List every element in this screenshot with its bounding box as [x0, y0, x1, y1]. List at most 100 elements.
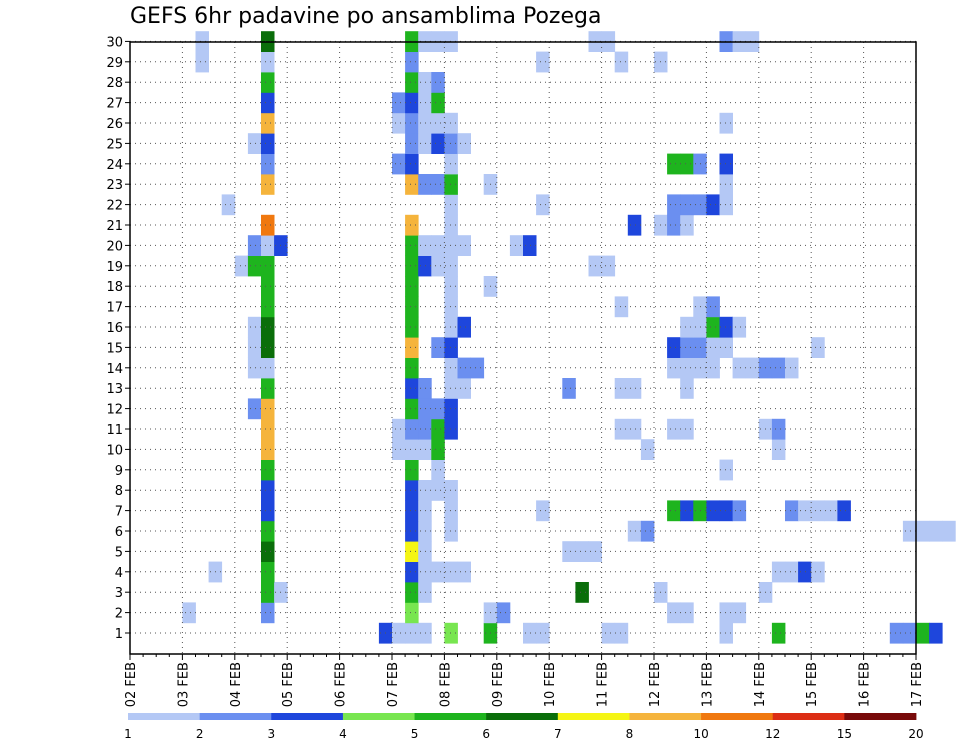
heatmap-cells — [182, 31, 956, 644]
colorbar-label: 6 — [482, 727, 490, 741]
heatmap-cell — [457, 316, 471, 338]
heatmap-cell — [680, 357, 694, 379]
y-tick-label: 11 — [106, 423, 123, 438]
heatmap-cell — [261, 500, 275, 522]
colorbar-swatch — [128, 713, 201, 720]
heatmap-cell — [247, 316, 262, 338]
colorbar-swatch — [271, 713, 344, 720]
heatmap-cell — [614, 296, 629, 318]
heatmap-cell — [562, 541, 576, 562]
heatmap-cell — [418, 112, 432, 134]
heatmap-cell — [601, 622, 616, 644]
heatmap-cell — [392, 622, 406, 644]
heatmap-cell — [562, 378, 576, 399]
heatmap-cell — [418, 500, 432, 522]
y-tick-label: 22 — [106, 199, 123, 214]
heatmap-cell — [457, 235, 471, 256]
heatmap-cell — [431, 174, 445, 195]
heatmap-cell — [667, 602, 681, 624]
heatmap-cell — [418, 480, 432, 501]
heatmap-cell — [405, 561, 419, 583]
heatmap-cell — [261, 51, 275, 73]
heatmap-cell — [627, 418, 642, 440]
heatmap-cell — [680, 214, 694, 236]
colorbar-label: 12 — [765, 727, 780, 741]
heatmap-cell — [247, 337, 262, 358]
heatmap-cell — [889, 622, 904, 644]
heatmap-cell — [575, 541, 589, 562]
heatmap-cell — [614, 622, 629, 644]
colorbar-label: 4 — [339, 727, 347, 741]
heatmap-cell — [444, 622, 458, 644]
heatmap-cell — [431, 480, 445, 501]
heatmap-cell — [706, 194, 720, 216]
x-axis: 02 FEB 03 FEB 04 FEB 05 FEB 06 FEB 07 FEB 08 F… — [124, 654, 925, 707]
colorbar-swatch — [199, 713, 272, 720]
heatmap-cell — [444, 255, 458, 277]
colorbar-swatch — [557, 713, 630, 720]
heatmap-cell — [706, 357, 720, 379]
heatmap-cell — [523, 235, 537, 256]
y-tick-label: 2 — [115, 607, 123, 622]
heatmap-cell — [444, 316, 458, 338]
heatmap-cell — [247, 255, 262, 277]
heatmap-cell — [771, 439, 786, 460]
y-tick-label: 24 — [106, 158, 123, 173]
x-tick-label: 16 FEB — [858, 662, 873, 707]
heatmap-cell — [392, 439, 406, 460]
heatmap-cell — [509, 235, 524, 256]
heatmap-cell — [575, 582, 589, 603]
heatmap-cell — [405, 541, 419, 562]
heatmap-cell — [431, 418, 445, 440]
x-tick-label: 08 FEB — [438, 662, 453, 707]
heatmap-cell — [261, 602, 275, 624]
heatmap-cell — [405, 153, 419, 175]
heatmap-cell — [627, 520, 642, 542]
heatmap-cell — [444, 153, 458, 175]
heatmap-cell — [221, 194, 236, 216]
heatmap-cell — [444, 561, 458, 583]
heatmap-cell — [405, 92, 419, 114]
heatmap-cell — [640, 439, 655, 460]
heatmap-cell — [798, 561, 812, 583]
heatmap-cell — [627, 378, 642, 399]
colorbar-swatch — [342, 713, 415, 720]
colorbar: 1 2 3 4 5 6 7 8 10 12 15 20 — [124, 713, 924, 741]
heatmap-cell — [771, 357, 786, 379]
y-tick-label: 28 — [106, 76, 123, 91]
colorbar-label: 1 — [124, 727, 132, 741]
y-tick-label: 15 — [106, 341, 123, 356]
heatmap-cell — [405, 357, 419, 379]
heatmap-cell — [444, 480, 458, 501]
heatmap-cell — [261, 174, 275, 195]
heatmap-cell — [680, 378, 694, 399]
heatmap-cell — [431, 72, 445, 93]
heatmap-cell — [444, 378, 458, 399]
heatmap-cell — [444, 296, 458, 318]
colorbar-label: 8 — [626, 727, 634, 741]
colorbar-label: 20 — [908, 727, 923, 741]
heatmap-cell — [405, 316, 419, 338]
heatmap-cell — [405, 582, 419, 603]
heatmap-cell — [261, 112, 275, 134]
heatmap-cell — [785, 357, 799, 379]
heatmap-cell — [444, 133, 458, 154]
heatmap-cell — [667, 214, 681, 236]
heatmap-cell — [457, 378, 471, 399]
heatmap-cell — [392, 153, 406, 175]
heatmap-cell — [405, 418, 419, 440]
heatmap-cell — [719, 316, 733, 338]
heatmap-cell — [719, 622, 733, 644]
heatmap-cell — [444, 214, 458, 236]
heatmap-cell — [680, 153, 694, 175]
heatmap-cell — [601, 255, 616, 277]
heatmap-cell — [247, 133, 262, 154]
heatmap-cell — [470, 357, 485, 379]
heatmap-cell — [536, 500, 550, 522]
heatmap-cell — [732, 500, 747, 522]
heatmap-cell — [405, 378, 419, 399]
x-tick-label: 07 FEB — [386, 662, 401, 707]
heatmap-cell — [719, 459, 733, 481]
y-tick-label: 27 — [106, 97, 123, 112]
heatmap-cell — [680, 602, 694, 624]
